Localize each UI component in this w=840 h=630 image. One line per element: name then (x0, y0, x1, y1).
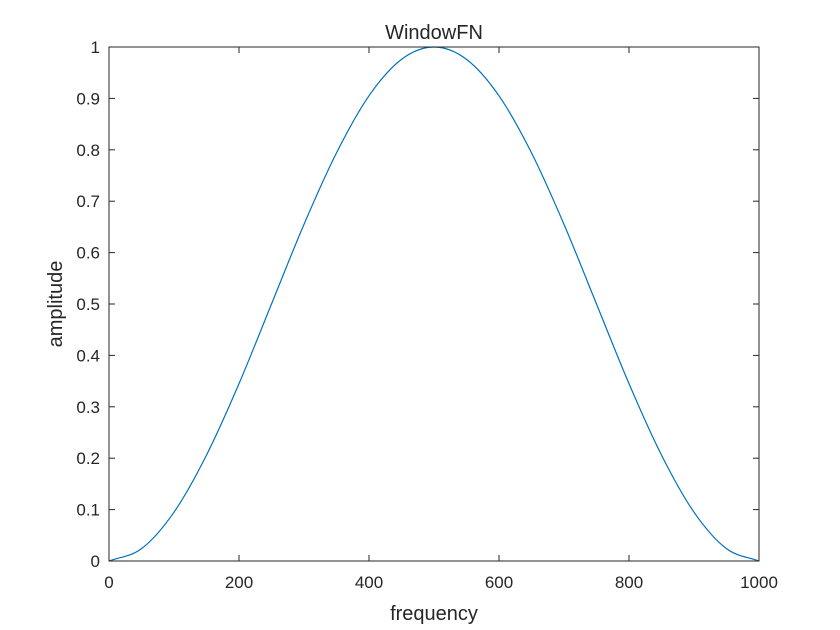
y-tick-label: 0.6 (76, 244, 100, 263)
x-tick-label: 0 (104, 573, 113, 592)
y-axis-label: amplitude (45, 261, 67, 348)
y-tick-label: 0.5 (76, 295, 100, 314)
y-tick-label: 0.3 (76, 398, 100, 417)
x-tick-label: 400 (355, 573, 383, 592)
x-tick-label: 800 (615, 573, 643, 592)
y-tick-label: 0.7 (76, 192, 100, 211)
y-tick-label: 0 (91, 552, 100, 571)
chart-title: WindowFN (385, 22, 483, 44)
y-tick-label: 0.2 (76, 449, 100, 468)
y-tick-label: 0.4 (76, 346, 100, 365)
y-tick-label: 0.1 (76, 501, 100, 520)
y-tick-label: 0.8 (76, 141, 100, 160)
axes-box (108, 46, 760, 562)
y-tick-label: 0.9 (76, 89, 100, 108)
x-axis-label: frequency (390, 603, 478, 625)
y-tick-label: 1 (91, 38, 100, 57)
x-tick-label: 600 (485, 573, 513, 592)
y-axis-ticks: 0 0.1 0.2 0.3 0.4 0.5 0.6 0.7 0.8 0.9 1 (76, 38, 759, 571)
x-tick-label: 200 (225, 573, 253, 592)
plot-area (109, 47, 759, 561)
x-tick-label: 1000 (740, 573, 778, 592)
